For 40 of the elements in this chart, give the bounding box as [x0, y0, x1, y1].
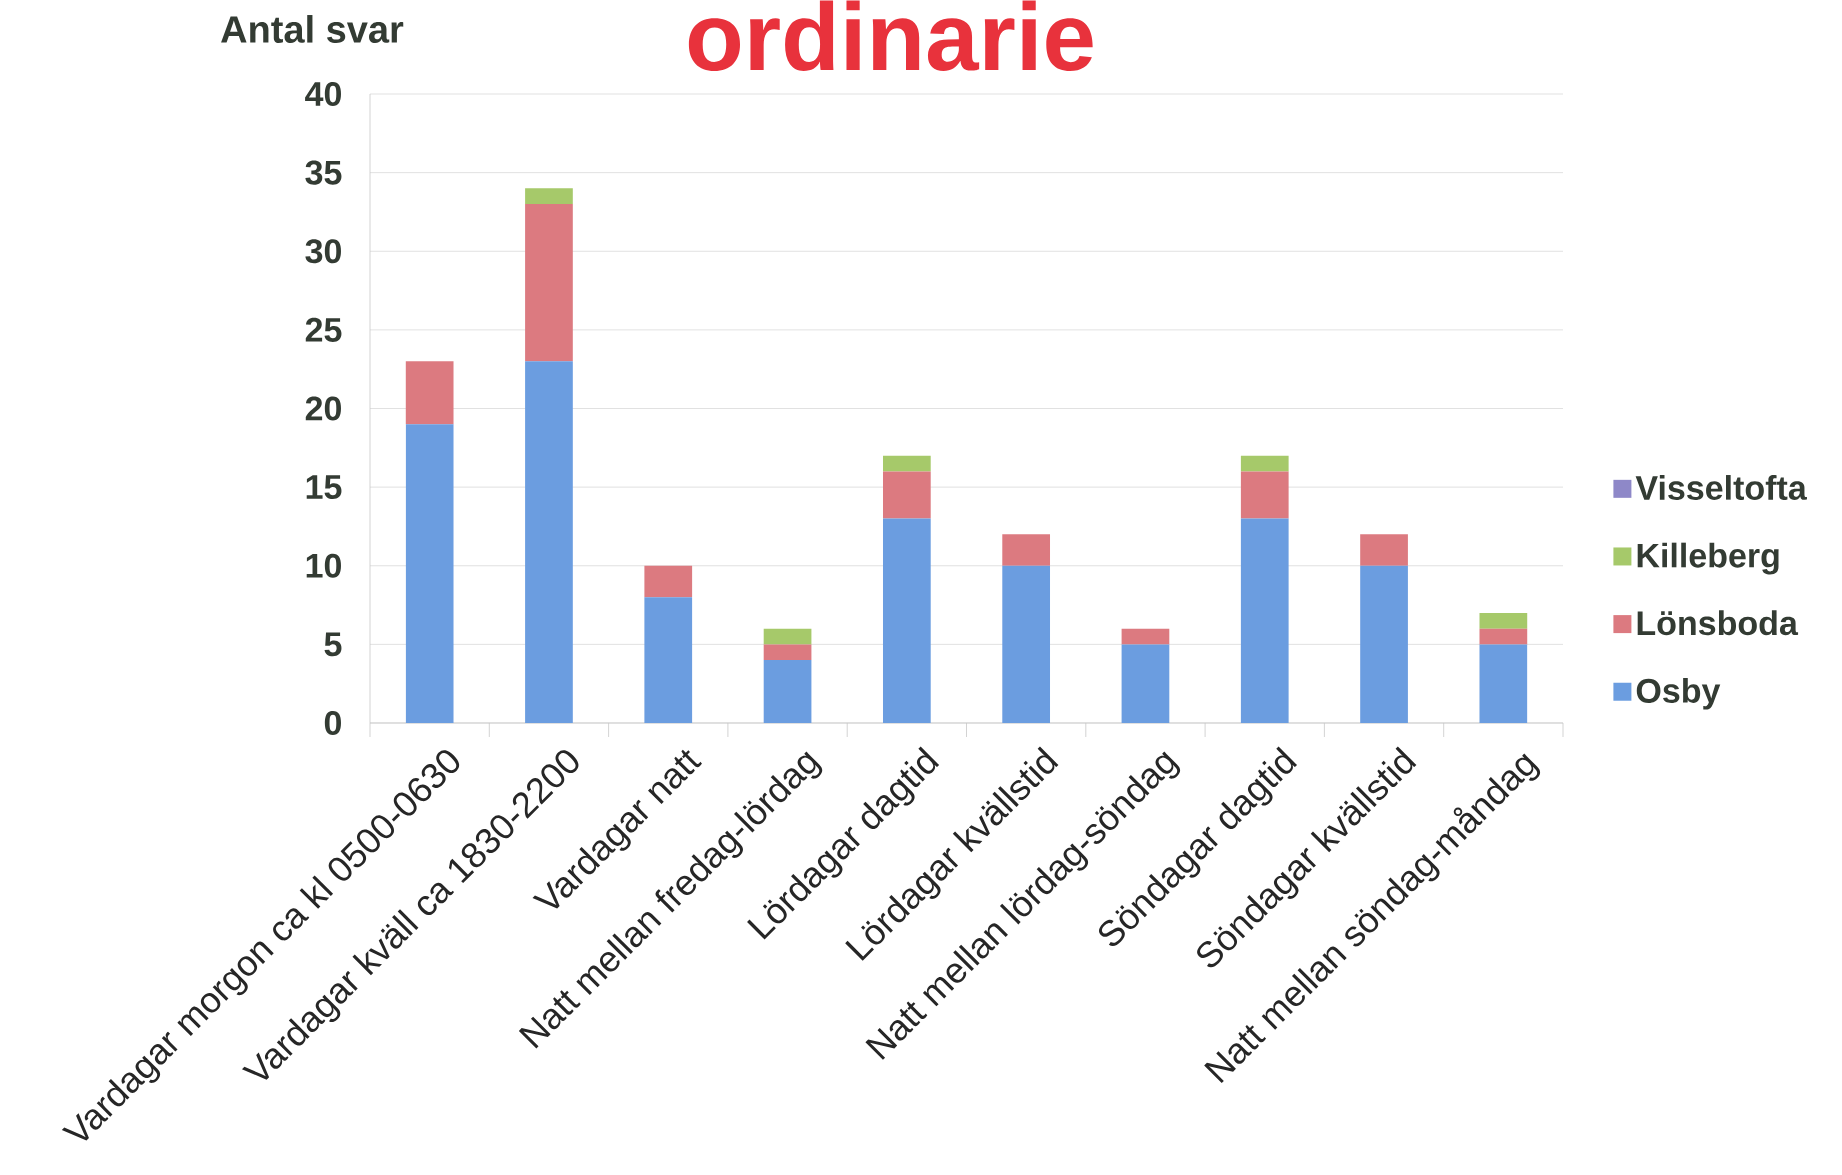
y-tick-label: 35: [305, 160, 342, 185]
bar: [763, 660, 812, 723]
y-tick-label: 25: [305, 317, 342, 342]
bar: [525, 361, 573, 723]
bar: [405, 424, 454, 723]
bar: [882, 455, 931, 472]
y-tick-label: 0: [324, 710, 341, 736]
legend-label: Visseltofta: [1635, 475, 1807, 500]
bar: [644, 565, 693, 598]
bar: [1240, 518, 1289, 723]
bar: [1479, 612, 1528, 629]
bar: [1360, 565, 1408, 723]
legend-label: Lönsboda: [1637, 610, 1799, 636]
bar: [1002, 534, 1051, 566]
y-tick-label: 40: [305, 81, 341, 107]
bar: [1002, 565, 1051, 723]
bar: [763, 644, 812, 661]
bar: [644, 597, 693, 723]
y-axis-title: Antal svar: [221, 15, 404, 43]
bar: [763, 628, 812, 645]
bar: [1479, 644, 1528, 723]
chart-title: ordinarie: [688, 0, 1093, 71]
y-tick-label: 20: [305, 396, 341, 421]
bar: [1121, 644, 1170, 723]
bar: [1121, 628, 1170, 645]
bar: [525, 204, 573, 362]
bar: [882, 471, 931, 519]
bar: [1240, 455, 1289, 472]
bar: [1240, 471, 1289, 519]
legend-label: Osby: [1636, 677, 1721, 710]
y-tick-label: 30: [305, 239, 341, 264]
y-tick-label: 10: [306, 553, 341, 578]
legend-label: Killeberg: [1637, 542, 1779, 575]
bar: [525, 188, 573, 205]
bar: [1360, 534, 1408, 566]
bar: [1479, 628, 1528, 645]
y-tick-label: 5: [324, 632, 342, 657]
bar: [405, 361, 454, 425]
y-tick-label: 15: [306, 475, 342, 500]
bar: [882, 518, 931, 723]
